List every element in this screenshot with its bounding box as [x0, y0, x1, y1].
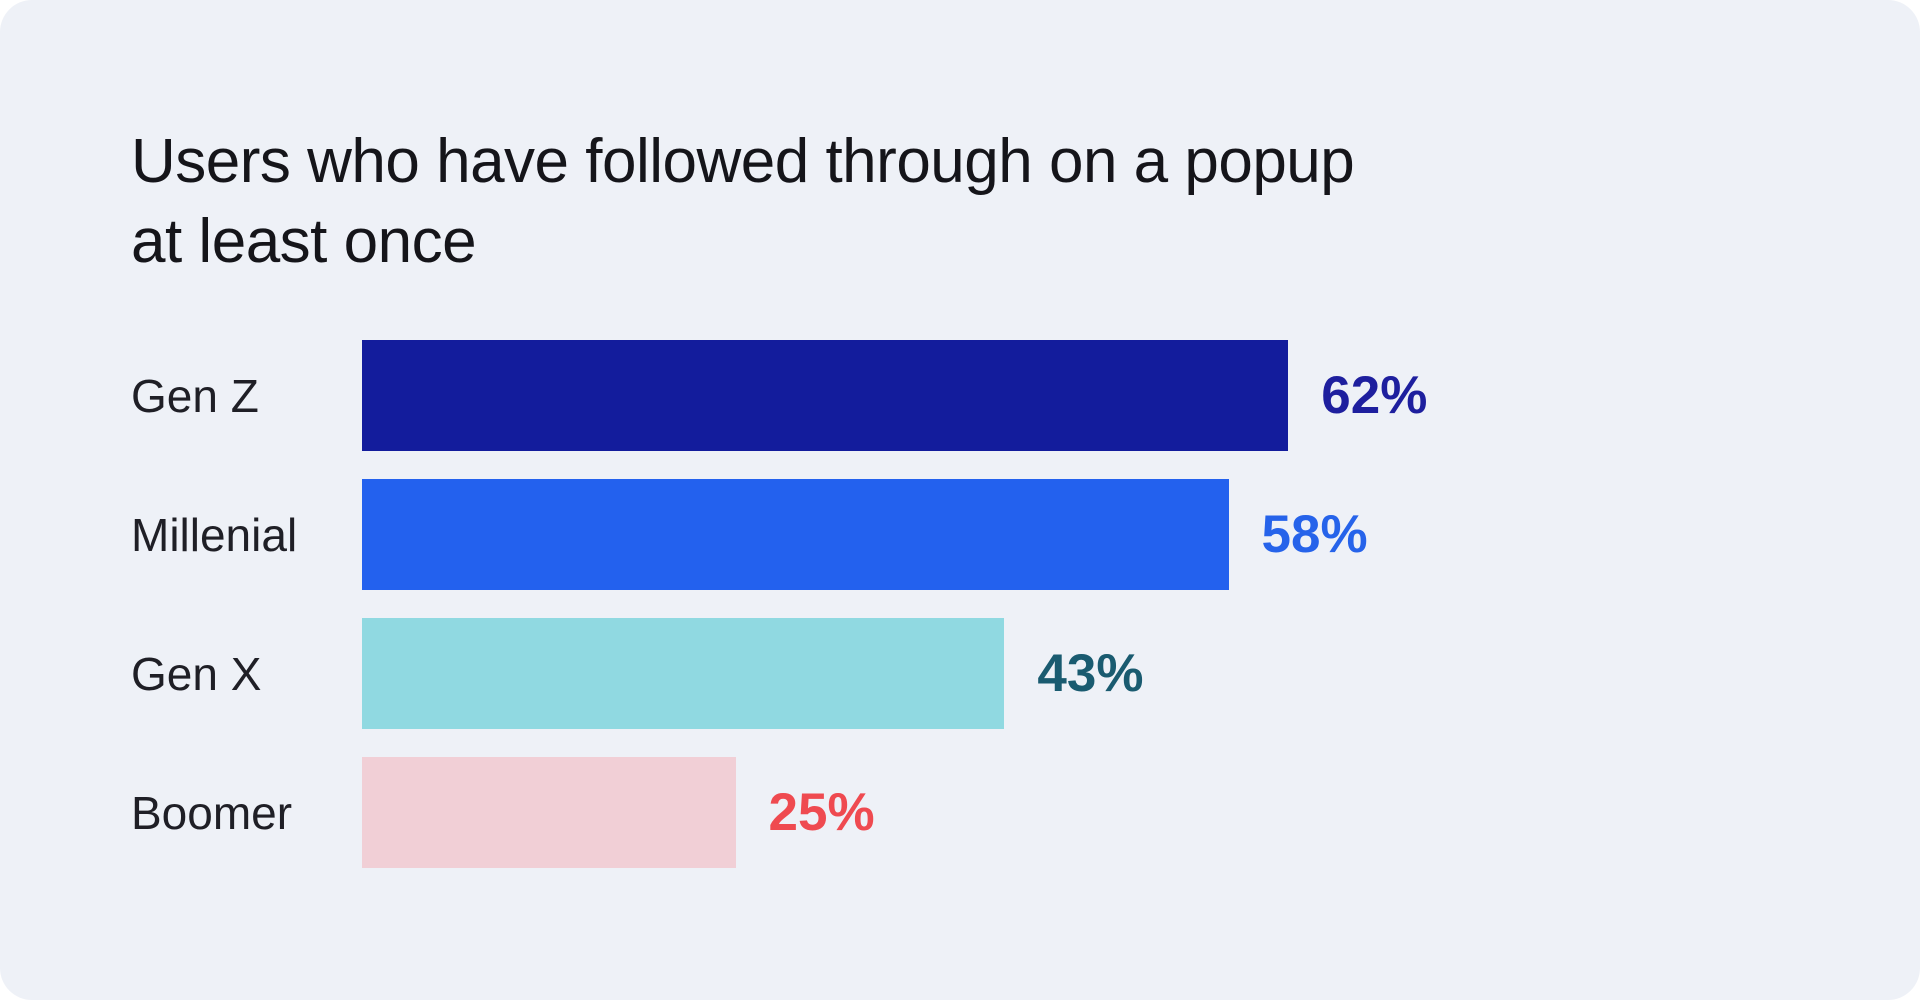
- chart-title: Users who have followed through on a pop…: [131, 122, 1355, 282]
- millenial-bar: [362, 479, 1229, 590]
- bar-row-gen-z: Gen Z 62%: [131, 340, 1856, 451]
- category-label: Gen X: [131, 647, 262, 700]
- gen-z-bar: [362, 340, 1289, 451]
- chart-title-line-1: Users who have followed through on a pop…: [131, 127, 1355, 196]
- gen-x-bar: [362, 618, 1005, 729]
- category-label: Gen Z: [131, 369, 259, 422]
- bar-track: 62%: [362, 340, 1856, 451]
- bar-row-gen-x: Gen X 43%: [131, 618, 1856, 729]
- value-label: 25%: [768, 783, 875, 842]
- value-label: 43%: [1037, 644, 1144, 703]
- boomer-bar: [362, 757, 736, 868]
- bar-track: 25%: [362, 757, 1856, 868]
- category-label: Boomer: [131, 786, 293, 839]
- bar-row-boomer: Boomer 25%: [131, 757, 1856, 868]
- bar-track: 43%: [362, 618, 1856, 729]
- chart-title-line-2: at least once: [131, 207, 477, 276]
- bar-row-millenial: Millenial 58%: [131, 479, 1856, 590]
- category-label: Millenial: [131, 508, 298, 561]
- bar-track: 58%: [362, 479, 1856, 590]
- value-label: 62%: [1321, 366, 1428, 425]
- value-label: 58%: [1261, 505, 1368, 564]
